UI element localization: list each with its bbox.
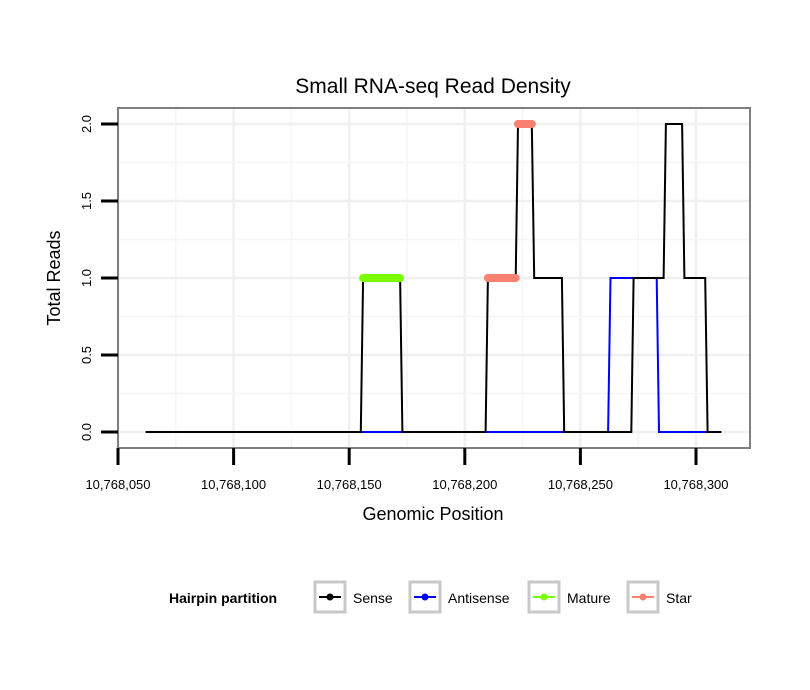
legend-key-point xyxy=(639,593,647,601)
legend-key-point xyxy=(421,593,429,601)
y-tick-label: 1.5 xyxy=(79,192,94,210)
legend-item-sense: Sense xyxy=(313,580,393,614)
y-tick-label: 1.0 xyxy=(79,269,94,287)
y-tick-label: 2.0 xyxy=(79,115,94,133)
x-tick-label: 10,768,300 xyxy=(663,477,728,492)
x-axis-title: Genomic Position xyxy=(362,504,503,524)
x-tick-label: 10,768,150 xyxy=(317,477,382,492)
series-line-sense xyxy=(145,123,722,433)
legend-key-point xyxy=(326,593,334,601)
legend-label: Star xyxy=(666,590,692,606)
plot-area xyxy=(116,107,751,449)
legend-label: Sense xyxy=(353,590,393,606)
legend-title: Hairpin partition xyxy=(169,590,277,606)
chart-title: Small RNA-seq Read Density xyxy=(295,75,571,98)
series-layer xyxy=(145,120,722,433)
x-tick-label: 10,768,250 xyxy=(548,477,613,492)
legend-label: Antisense xyxy=(448,590,510,606)
x-axis: 10,768,050 10,768,100 10,768,150 10,768,200… xyxy=(85,448,729,492)
legend-item-star: Star xyxy=(626,580,692,614)
legend-label: Mature xyxy=(567,590,611,606)
y-tick-label: 0.5 xyxy=(79,346,94,364)
x-tick-label: 10,768,200 xyxy=(432,477,497,492)
legend-item-mature: Mature xyxy=(527,580,611,614)
legend-key-point xyxy=(540,593,548,601)
legend: Hairpin partition Sense Antisense Mature St… xyxy=(169,580,692,614)
y-axis: 0.0 0.5 1.0 1.5 2.0 xyxy=(79,115,118,441)
x-tick-label: 10,768,050 xyxy=(85,477,150,492)
y-axis-title: Total Reads xyxy=(44,230,64,325)
legend-item-antisense: Antisense xyxy=(408,580,510,614)
y-tick-label: 0.0 xyxy=(79,423,94,441)
x-tick-label: 10,768,100 xyxy=(201,477,266,492)
